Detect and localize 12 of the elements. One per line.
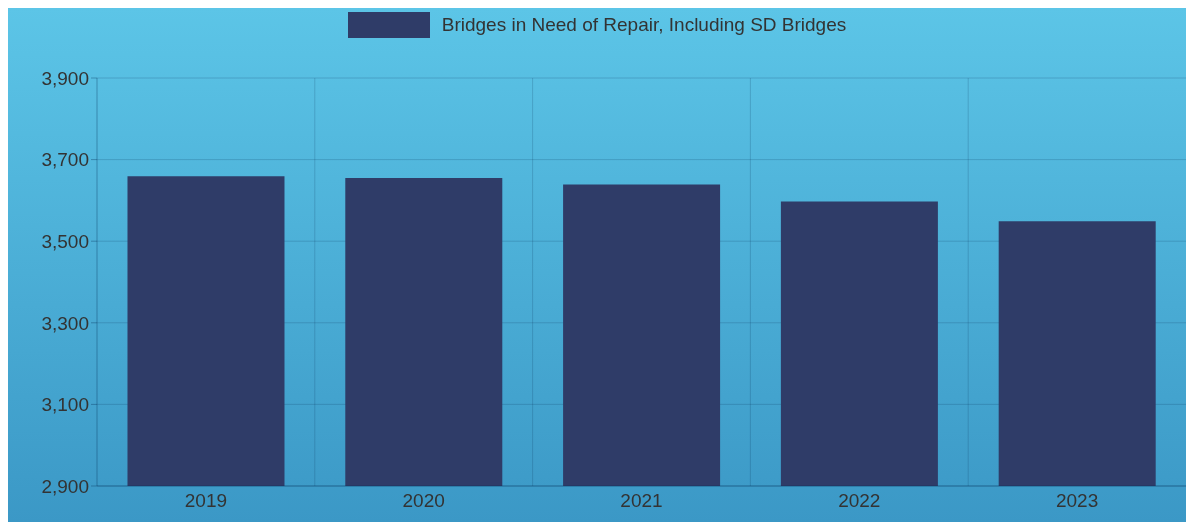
- x-tick-label: 2022: [838, 490, 881, 512]
- x-tick-label: 2021: [620, 490, 663, 512]
- x-tick-label: 2019: [184, 490, 228, 512]
- y-tick-label: 3,300: [41, 312, 89, 334]
- y-tick-label: 3,100: [41, 394, 89, 416]
- y-tick-label: 2,900: [41, 475, 89, 497]
- x-tick-label: 2020: [402, 490, 445, 512]
- y-tick-label: 3,700: [41, 149, 89, 171]
- legend-label: Bridges in Need of Repair, Including SD Bridges: [441, 14, 847, 36]
- x-tick-label: 2023: [1055, 490, 1099, 512]
- y-tick-label: 3,500: [41, 230, 89, 252]
- y-tick-label: 3,900: [41, 67, 89, 89]
